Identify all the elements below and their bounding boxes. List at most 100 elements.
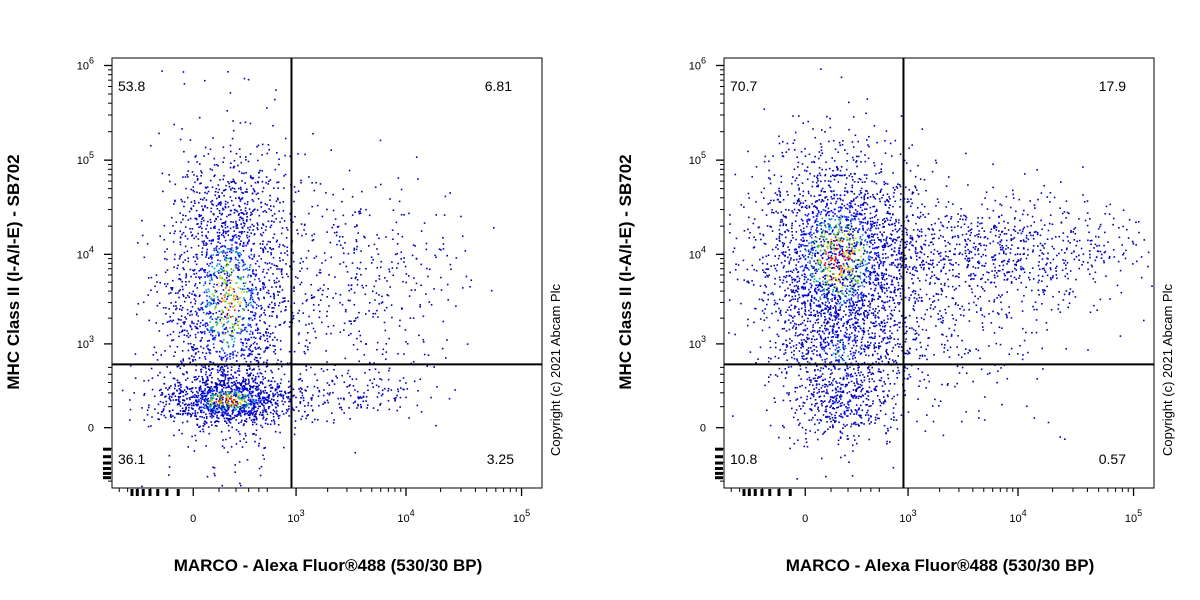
event-dot — [333, 231, 336, 234]
event-dot — [264, 386, 267, 388]
event-dot — [395, 396, 397, 399]
event-dot — [804, 248, 806, 251]
event-dot — [862, 228, 864, 230]
event-dot — [270, 402, 273, 404]
event-dot — [213, 401, 216, 404]
event-dot — [256, 227, 259, 229]
event-dot — [206, 322, 208, 324]
event-dot — [180, 386, 182, 388]
event-dot — [243, 309, 245, 311]
event-dot — [230, 373, 232, 376]
event-dot — [187, 294, 189, 297]
event-dot — [796, 287, 799, 289]
event-dot — [266, 334, 268, 337]
event-dot — [865, 174, 868, 176]
event-dot — [282, 297, 284, 299]
event-dot — [182, 373, 184, 375]
event-dot — [214, 413, 216, 415]
event-dot — [218, 310, 221, 312]
event-dot — [216, 403, 219, 406]
event-dot — [207, 220, 209, 223]
event-dot — [852, 351, 855, 354]
event-dot — [212, 313, 214, 315]
event-dot — [210, 302, 212, 305]
event-dot — [248, 208, 251, 210]
event-dot — [205, 399, 207, 401]
event-dot — [194, 353, 197, 355]
event-dot — [837, 231, 839, 234]
event-dot — [224, 257, 226, 259]
event-dot — [205, 256, 207, 258]
event-dot — [235, 197, 237, 200]
event-dot — [263, 282, 265, 284]
event-dot — [877, 277, 879, 280]
event-dot — [275, 412, 278, 414]
event-dot — [838, 265, 840, 267]
event-dot — [227, 379, 230, 382]
event-dot — [231, 382, 234, 384]
event-dot — [251, 192, 254, 195]
event-dot — [178, 290, 180, 292]
event-dot — [214, 174, 216, 177]
event-dot — [883, 226, 885, 228]
event-dot — [238, 391, 240, 394]
event-dot — [278, 386, 280, 388]
event-dot — [229, 209, 232, 212]
event-dot — [237, 386, 240, 389]
event-dot — [283, 373, 286, 376]
event-dot — [205, 235, 207, 238]
event-dot — [834, 316, 837, 318]
event-dot — [917, 368, 920, 370]
event-dot — [896, 231, 898, 233]
event-dot — [863, 249, 866, 251]
event-dot — [867, 222, 869, 224]
event-dot — [293, 186, 296, 188]
event-dot — [802, 195, 804, 197]
event-dot — [242, 219, 245, 222]
event-dot — [853, 212, 855, 214]
event-dot — [363, 235, 365, 238]
event-dot — [251, 333, 254, 335]
event-dot — [832, 277, 835, 279]
event-dot — [299, 283, 301, 286]
event-dot — [196, 411, 199, 414]
event-dot — [283, 175, 285, 177]
event-dot — [205, 199, 208, 201]
event-dot — [255, 288, 258, 291]
event-dot — [199, 393, 202, 396]
event-dot — [206, 345, 208, 348]
event-dot — [224, 230, 227, 233]
event-dot — [793, 278, 795, 280]
event-dot — [226, 254, 228, 257]
event-dot — [897, 229, 900, 232]
y-tick-label: 106 — [77, 55, 94, 72]
event-dot — [181, 330, 184, 332]
event-dot — [830, 313, 832, 316]
event-dot — [847, 238, 849, 241]
event-dot — [372, 312, 375, 315]
event-dot — [231, 413, 234, 415]
event-dot — [194, 293, 196, 296]
event-dot — [229, 415, 232, 418]
event-dot — [276, 316, 278, 319]
event-dot — [204, 271, 206, 274]
event-dot — [276, 239, 278, 242]
event-dot — [808, 253, 811, 256]
event-dot — [817, 184, 819, 187]
event-dot — [366, 384, 369, 387]
y-tick-label: 0 — [88, 423, 94, 435]
event-dot — [178, 278, 180, 280]
event-dot — [170, 416, 172, 418]
event-dot — [233, 209, 236, 211]
event-dot — [233, 191, 236, 193]
event-dot — [328, 305, 330, 307]
event-dot — [217, 378, 219, 380]
event-dot — [847, 233, 849, 235]
event-dot — [259, 400, 262, 402]
event-dot — [264, 203, 267, 205]
event-dot — [211, 318, 214, 321]
event-dot — [265, 366, 268, 368]
event-dot — [187, 170, 190, 172]
event-dot — [293, 302, 296, 304]
event-dot — [905, 352, 907, 355]
